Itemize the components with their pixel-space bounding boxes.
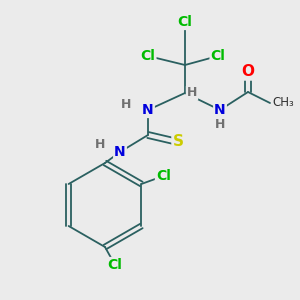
Text: CH₃: CH₃ bbox=[272, 97, 294, 110]
Text: H: H bbox=[187, 86, 197, 100]
Text: N: N bbox=[142, 103, 154, 117]
Text: Cl: Cl bbox=[178, 15, 192, 29]
Text: Cl: Cl bbox=[156, 169, 171, 183]
Text: H: H bbox=[121, 98, 131, 110]
Text: S: S bbox=[172, 134, 184, 149]
Text: Cl: Cl bbox=[211, 49, 225, 63]
Text: H: H bbox=[95, 139, 105, 152]
Text: O: O bbox=[242, 64, 254, 80]
Text: N: N bbox=[114, 145, 126, 159]
Text: Cl: Cl bbox=[108, 258, 122, 272]
Text: Cl: Cl bbox=[141, 49, 155, 63]
Text: N: N bbox=[214, 103, 226, 117]
Text: H: H bbox=[215, 118, 225, 131]
